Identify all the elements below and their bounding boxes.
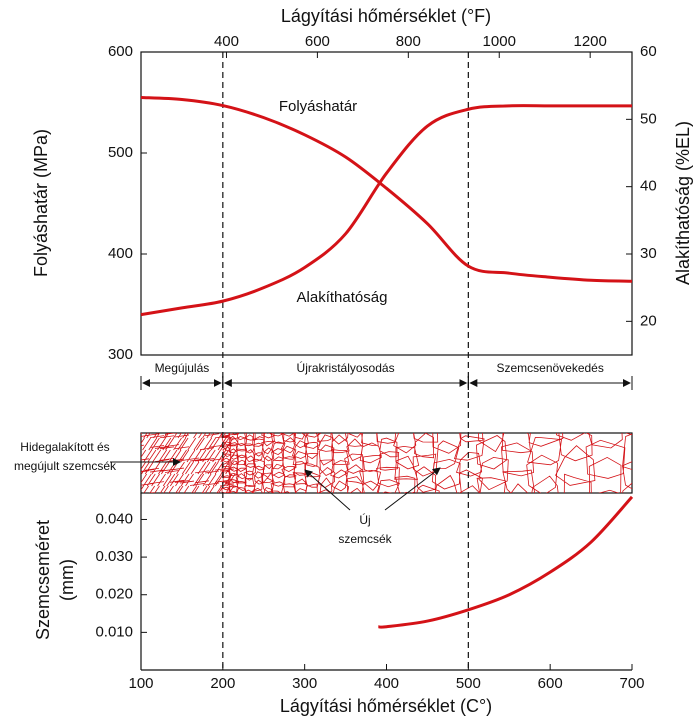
y-tick-label: 400 — [108, 245, 133, 262]
data-line — [140, 95, 633, 283]
y-tick-label: 300 — [108, 346, 133, 363]
y2-tick-label: 20 — [640, 312, 657, 329]
x2-tick-label: 1000 — [483, 33, 516, 50]
x2-tick-label: 600 — [305, 33, 330, 50]
x-tick-label: 300 — [292, 675, 317, 692]
grain-axis-title: (mm) — [57, 559, 77, 601]
annotation: szemcsék — [338, 532, 392, 546]
y-tick-label: 500 — [108, 144, 133, 161]
annotation: Hidegalakított és — [20, 440, 109, 454]
y-tick-label: 0.030 — [95, 548, 133, 565]
region-label: Újrakristályosodás — [297, 360, 395, 375]
y-tick-label: 0.010 — [95, 623, 133, 640]
y-tick-label: 0.020 — [95, 586, 133, 603]
y-tick-label: 600 — [108, 43, 133, 60]
x-tick-label: 100 — [128, 675, 153, 692]
y2-tick-label: 60 — [640, 43, 657, 60]
y-axis-title: Folyáshatár (MPa) — [31, 129, 51, 277]
y2-tick-label: 50 — [640, 110, 657, 127]
data-line — [140, 104, 632, 317]
x2-tick-label: 800 — [396, 33, 421, 50]
data-line — [378, 495, 634, 629]
grain-axis-title: Szemcseméret — [33, 520, 53, 640]
region-label: Megújulás — [155, 361, 210, 375]
annotation-arrow — [304, 469, 351, 511]
microstructure — [141, 433, 632, 493]
series-label: Folyáshatár — [279, 98, 357, 115]
annotation-arrow — [384, 467, 441, 511]
x2-tick-label: 400 — [214, 33, 239, 50]
bottom-axis-title: Lágyítási hőmérséklet (C°) — [280, 696, 492, 716]
annotation: Új — [359, 512, 370, 527]
annotation: megújult szemcsék — [14, 459, 117, 473]
y2-tick-label: 30 — [640, 245, 657, 262]
plot-frame — [140, 51, 633, 356]
top-axis-title: Lágyítási hőmérséklet (°F) — [281, 6, 491, 26]
region-label: Szemcsenövekedés — [496, 361, 603, 375]
x-tick-label: 200 — [210, 675, 235, 692]
x-tick-label: 500 — [456, 675, 481, 692]
x-tick-label: 400 — [374, 675, 399, 692]
y-tick-label: 0.040 — [95, 510, 133, 527]
x-tick-label: 700 — [619, 675, 644, 692]
x-tick-label: 600 — [538, 675, 563, 692]
y2-axis-title: Alakíthatóság (%EL) — [673, 121, 693, 285]
y2-tick-label: 40 — [640, 178, 657, 195]
grain-outlines — [141, 433, 632, 493]
series-label: Alakíthatóság — [297, 289, 388, 306]
x2-tick-label: 1200 — [573, 33, 606, 50]
